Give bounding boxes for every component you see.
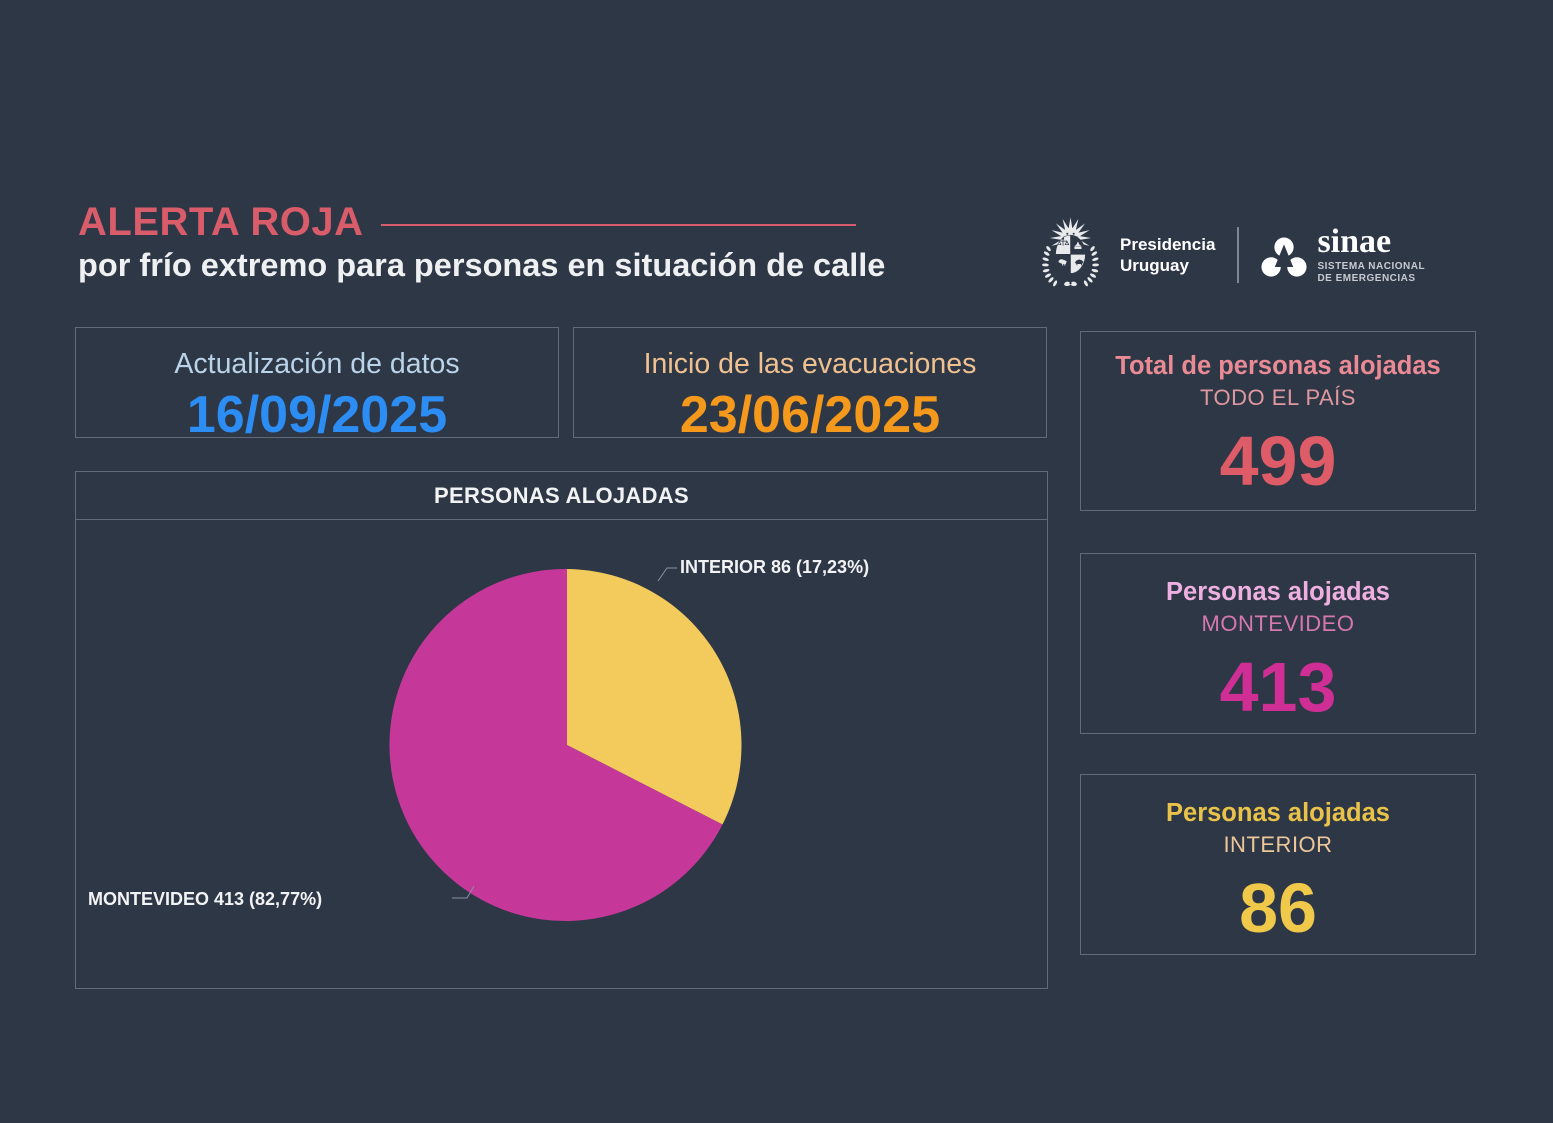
svg-text:INTERIOR 86 (17,23%): INTERIOR 86 (17,23%): [680, 557, 869, 577]
svg-text:MONTEVIDEO 413 (82,77%): MONTEVIDEO 413 (82,77%): [88, 889, 322, 909]
